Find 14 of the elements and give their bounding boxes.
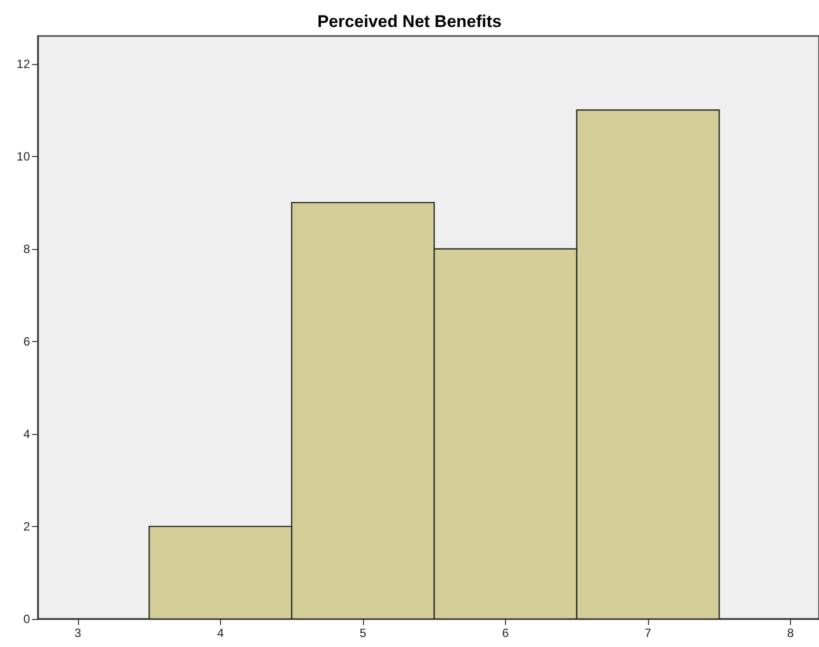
y-tick-label: 0 bbox=[23, 612, 30, 626]
y-tick-label: 12 bbox=[16, 56, 30, 71]
x-tick-label: 8 bbox=[787, 626, 794, 640]
chart-title: Perceived Net Benefits bbox=[317, 12, 502, 31]
y-tick-label: 2 bbox=[23, 519, 30, 534]
x-tick-label: 5 bbox=[360, 626, 367, 640]
y-tick-label: 4 bbox=[23, 426, 30, 441]
x-tick-label: 3 bbox=[74, 626, 82, 640]
x-tick-label: 4 bbox=[217, 626, 224, 640]
x-tick-label: 6 bbox=[502, 626, 510, 640]
x-tick-label: 7 bbox=[644, 626, 652, 640]
y-tick-label: 10 bbox=[16, 149, 30, 164]
y-tick-label: 6 bbox=[23, 334, 30, 348]
y-tick-label: 8 bbox=[23, 242, 30, 256]
